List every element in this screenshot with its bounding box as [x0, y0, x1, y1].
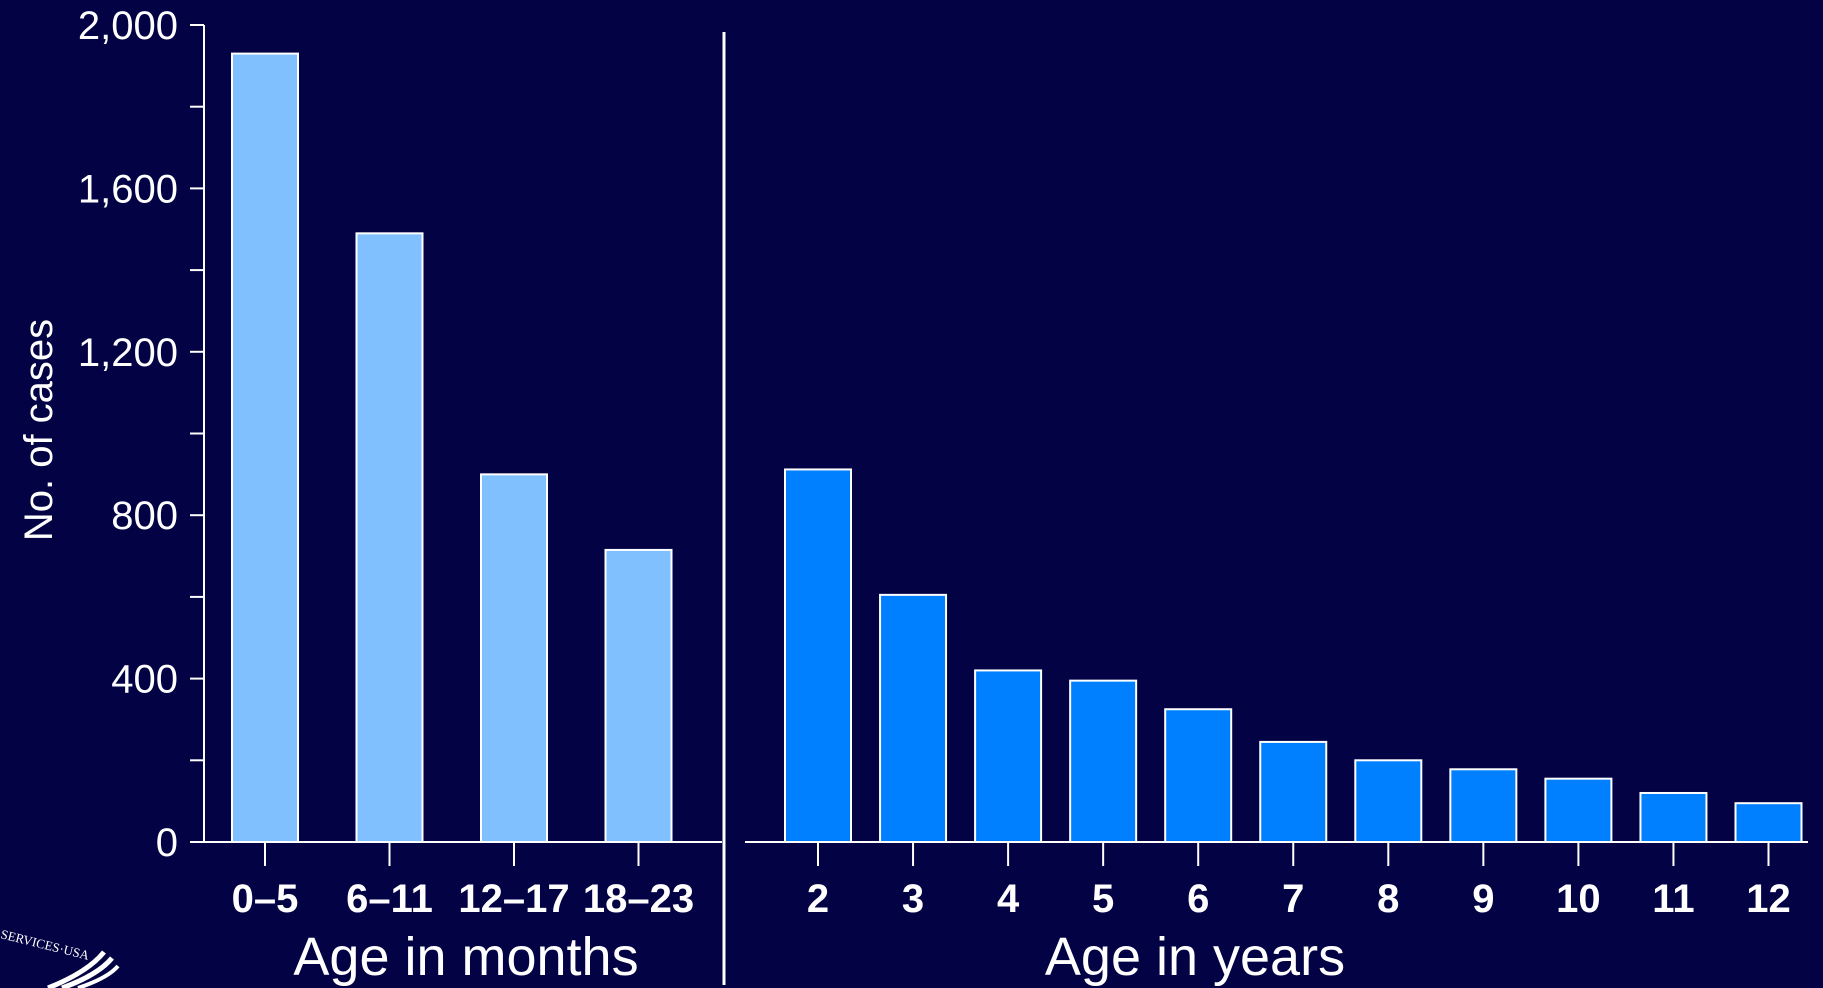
hhs-eagle-seal-icon: SERVICES·USA	[0, 926, 120, 988]
y-tick-label: 800	[111, 494, 178, 538]
y-tick-label: 1,200	[78, 331, 178, 375]
bar	[1449, 768, 1518, 843]
x-tick-label: 11	[1652, 877, 1694, 921]
bar	[1734, 802, 1803, 844]
x-tick-label: 6–11	[346, 877, 433, 921]
x-tick-label: 2	[807, 877, 829, 921]
x-tick-label: 4	[997, 877, 1020, 921]
y-axis-title: No. of cases	[17, 319, 61, 541]
x-tick-label: 9	[1472, 877, 1494, 921]
x-tick-label: 8	[1377, 877, 1399, 921]
x-tick-label: 18–23	[583, 877, 694, 921]
bar	[480, 473, 548, 843]
bar	[231, 52, 299, 844]
bar	[1164, 708, 1233, 843]
bar	[1639, 791, 1708, 843]
x-tick-label: 6	[1187, 877, 1209, 921]
bar	[604, 548, 673, 843]
x-tick-label: 7	[1282, 877, 1304, 921]
x-tick-label: 12	[1746, 877, 1791, 921]
bar	[355, 232, 424, 843]
labels: 0 400 800 1,200 1,600 2,000 0–5 6–11 12–17 18–23 A…	[78, 4, 1791, 987]
group-label: Age in months	[293, 927, 638, 987]
bar	[974, 669, 1043, 843]
seal-text: SERVICES·USA	[0, 926, 91, 963]
x-tick-label: 10	[1556, 877, 1601, 921]
bar	[1069, 679, 1138, 844]
x-tick-label: 5	[1092, 877, 1114, 921]
bars	[231, 52, 1803, 844]
bar	[1544, 777, 1613, 843]
bar	[1354, 759, 1423, 843]
group-label: Age in years	[1045, 927, 1345, 987]
x-tick-label: 0–5	[232, 877, 299, 921]
bar	[879, 593, 948, 843]
y-tick-label: 400	[111, 658, 178, 702]
bar	[1259, 740, 1328, 843]
y-tick-label: 0	[156, 821, 178, 865]
bar	[784, 468, 852, 843]
x-tick-label: 3	[902, 877, 924, 921]
x-tick-label: 12–17	[458, 877, 569, 921]
y-tick-label: 1,600	[78, 167, 178, 211]
y-tick-label: 2,000	[78, 4, 178, 48]
